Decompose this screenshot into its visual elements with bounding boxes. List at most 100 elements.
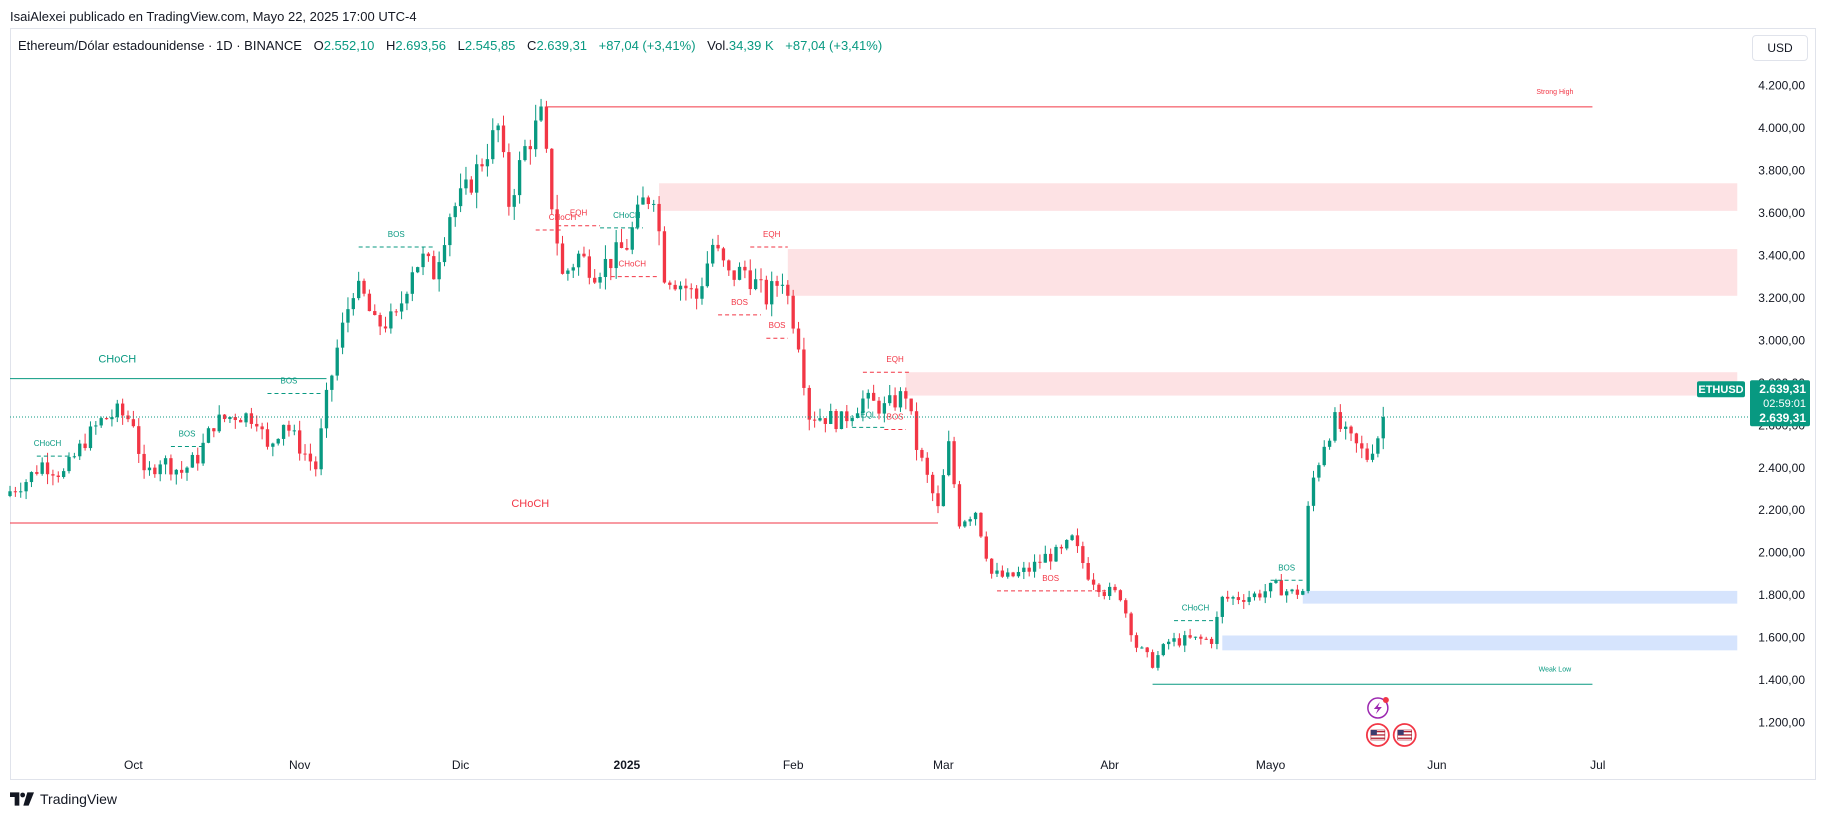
candle-body — [271, 443, 275, 447]
candle-body — [1199, 636, 1203, 639]
candle-body — [206, 428, 211, 443]
structure-label: EQH — [886, 355, 904, 364]
candle-body — [389, 311, 393, 329]
supply-zone — [787, 249, 1738, 296]
structure-label: EQH — [763, 230, 781, 239]
candle-body — [914, 411, 919, 450]
y-tick-label: 1.800,00 — [1758, 588, 1805, 602]
candle-body — [1370, 453, 1375, 460]
structure-label: BOS — [388, 230, 405, 239]
level-label: CHoCH — [511, 498, 549, 510]
candle-body — [335, 347, 339, 376]
candle-body — [201, 442, 205, 464]
level-label: Weak Low — [1539, 666, 1572, 673]
y-tick-label: 1.200,00 — [1758, 716, 1805, 730]
candle-body — [989, 558, 994, 574]
candle-body — [1172, 638, 1176, 642]
candle-body — [979, 512, 983, 537]
flag-stripe — [1397, 731, 1412, 733]
candle-body — [1338, 412, 1342, 429]
candle-body — [517, 160, 522, 196]
candle-body — [630, 227, 634, 250]
candle-body — [249, 413, 254, 424]
candle-body — [185, 467, 189, 473]
candle-body — [416, 267, 420, 273]
x-tick-label: Nov — [289, 758, 310, 772]
candle-body — [555, 209, 559, 244]
flag-stripe — [1370, 737, 1385, 739]
candle-body — [1118, 590, 1123, 601]
demand-zone — [1302, 590, 1738, 604]
candle-body — [544, 106, 549, 149]
flag-canton — [1397, 730, 1404, 735]
candle-body — [442, 245, 447, 263]
candle-body — [115, 403, 119, 418]
currency-button[interactable]: USD — [1752, 35, 1808, 61]
candle-body — [571, 267, 575, 271]
candle-body — [142, 453, 146, 471]
supply-zone — [659, 183, 1738, 211]
candle-body — [1156, 655, 1160, 668]
candle-body — [1150, 652, 1155, 668]
candle-body — [1054, 546, 1058, 562]
structure-label: BOS — [280, 376, 297, 385]
candle-body — [1134, 635, 1139, 648]
candle-body — [753, 279, 758, 290]
candle-body — [426, 253, 431, 257]
candle-body — [137, 426, 141, 454]
candle-body — [635, 204, 640, 228]
legend-vol-label: Vol. — [707, 38, 729, 53]
legend-close: 2.639,31 — [536, 38, 588, 53]
candle-body — [1236, 597, 1241, 601]
candle-body — [947, 441, 951, 476]
y-tick-label: 1.400,00 — [1758, 673, 1805, 687]
candle-body — [421, 253, 425, 268]
candle-body — [448, 217, 452, 246]
symbol-tag-box — [1697, 381, 1745, 398]
candle-body — [850, 417, 854, 422]
candle-body — [560, 243, 565, 274]
candle-body — [196, 454, 200, 464]
candle-body — [357, 280, 361, 299]
candle-body — [1317, 465, 1321, 478]
structure-label: BOS — [179, 430, 196, 439]
candle-body — [711, 244, 715, 264]
legend-change: +87,04 (+3,41%) — [598, 38, 696, 53]
candle-body — [491, 130, 495, 160]
candle-body — [818, 418, 822, 421]
last-price-label-2: 2.639,31 — [1759, 411, 1806, 425]
candle-body — [501, 125, 506, 153]
candle-body — [1097, 584, 1101, 593]
candle-body — [780, 284, 785, 286]
candle-body — [485, 159, 490, 167]
candle-body — [1043, 553, 1047, 563]
candle-body — [1059, 546, 1064, 549]
lightning-bolt — [1373, 702, 1382, 714]
candle-body — [598, 277, 602, 283]
y-tick-label: 4.200,00 — [1758, 79, 1805, 93]
structure-label: BOS — [769, 321, 786, 330]
legend-high-label: H — [385, 38, 396, 53]
legend-symbol[interactable]: Ethereum/Dólar estadounidense · 1D · BIN… — [18, 38, 302, 53]
candle-body — [721, 248, 726, 261]
x-tick-label: Feb — [783, 758, 804, 772]
candle-body — [1242, 600, 1246, 602]
y-tick-label: 2.200,00 — [1758, 503, 1805, 517]
candle-body — [829, 410, 833, 424]
footer-brand[interactable]: TradingView — [40, 791, 118, 807]
candle-body — [394, 311, 398, 313]
candle-body — [802, 349, 806, 388]
structure-label: BOS — [731, 298, 748, 307]
structure-label: EQH — [570, 209, 588, 218]
countdown-label: 02:59:01 — [1763, 398, 1806, 410]
candle-body — [94, 425, 98, 427]
candle-body — [1285, 591, 1289, 596]
candle-body — [453, 206, 457, 218]
candle-body — [1220, 596, 1224, 617]
candle-body — [29, 472, 34, 483]
candle-body — [1193, 636, 1198, 638]
candle-body — [399, 303, 404, 312]
us-flag-icon — [1365, 723, 1390, 747]
lightning-icon — [1367, 697, 1389, 719]
